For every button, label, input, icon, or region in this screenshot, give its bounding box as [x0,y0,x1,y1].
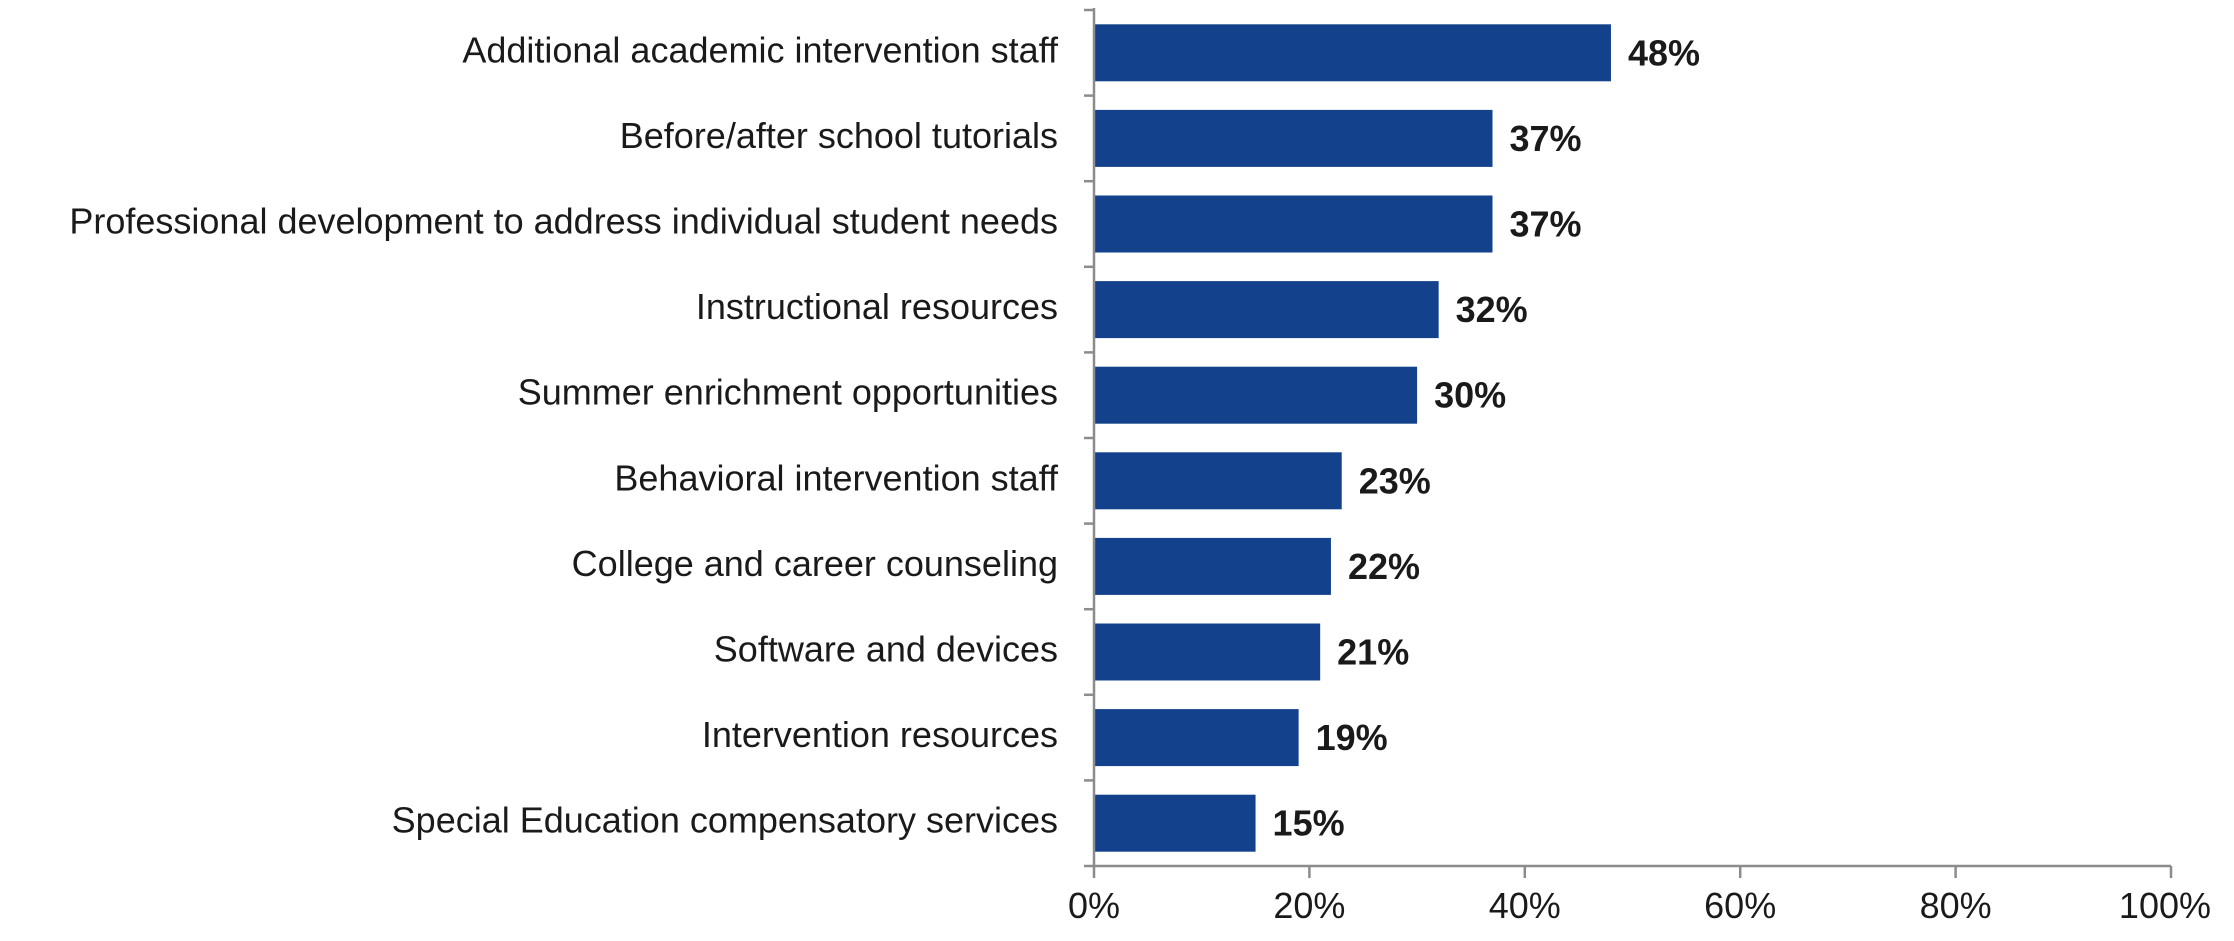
x-tick-label: 60% [1704,885,1776,926]
data-label: 21% [1337,632,1409,673]
data-label: 15% [1273,803,1345,844]
data-label: 19% [1316,717,1388,758]
x-tick-label: 20% [1273,885,1345,926]
data-label: 48% [1628,32,1700,73]
category-label: Intervention resources [702,714,1058,755]
bar [1094,794,1256,852]
x-tick-label: 80% [1920,885,1992,926]
bar [1094,109,1493,167]
category-label: Software and devices [714,629,1058,670]
axes-layer: 0% 20% 40% 60% 80% 100% [1068,8,2211,926]
category-label: Additional academic intervention staff [462,29,1059,70]
value-labels-layer: 48% 37% 37% 32% 30% 23% 22% 21% 19% 15% [1273,32,1700,843]
category-label: Summer enrichment opportunities [518,372,1058,413]
bars-layer [1094,24,1611,852]
bar [1094,452,1342,510]
data-label: 37% [1509,118,1581,159]
data-label: 32% [1456,289,1528,330]
bar [1094,366,1418,424]
x-tick-label: 40% [1489,885,1561,926]
bar [1094,623,1321,681]
data-label: 37% [1509,204,1581,245]
category-label: Professional development to address indi… [69,201,1058,242]
data-label: 22% [1348,546,1420,587]
bar [1094,281,1439,339]
bar [1094,537,1331,595]
x-tick-label: 100% [2119,885,2211,926]
category-labels-layer: Additional academic intervention staff Be… [69,29,1059,840]
x-tick-label: 0% [1068,885,1120,926]
category-label: Before/after school tutorials [620,115,1058,156]
bar [1094,709,1299,767]
category-label: College and career counseling [572,543,1058,584]
category-label: Instructional resources [696,286,1058,327]
data-label: 30% [1434,375,1506,416]
category-label: Special Education compensatory services [392,800,1058,841]
data-label: 23% [1359,460,1431,501]
category-label: Behavioral intervention staff [614,457,1059,498]
bar [1094,195,1493,253]
bar [1094,24,1611,82]
